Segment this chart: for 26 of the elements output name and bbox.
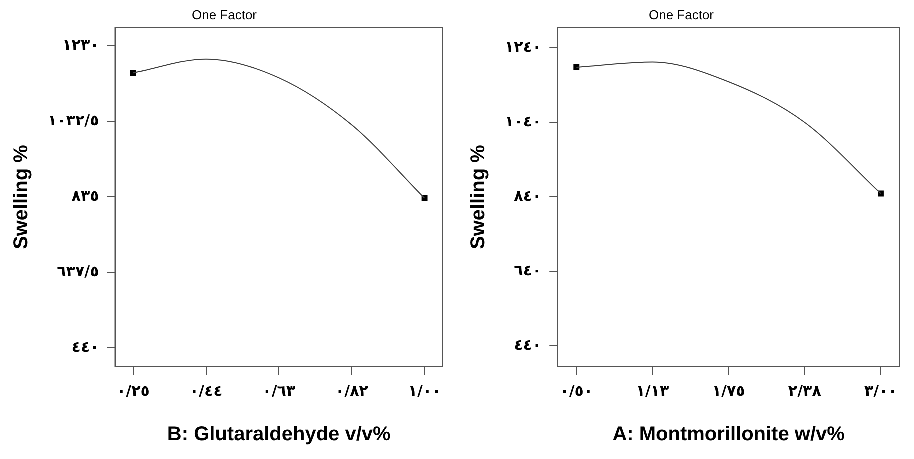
x-tick-label: ٠/٨٢ [335,382,368,400]
y-tick-label: ٦٣٧/٥ [57,262,100,280]
x-tick-label: ١/٧٥ [712,382,746,400]
y-tick-label: ٨٣٥ [72,186,100,205]
x-tick-label: ٠/٢٥ [116,382,150,400]
y-axis-title: Swelling % [468,144,490,250]
x-axis-title: A: Montmorillonite w/v% [612,424,846,446]
y-tick-label: ١٢٣٠ [62,36,100,54]
x-tick-label: ١/٠٠ [408,382,442,400]
y-tick-label: ١٠٣٢/٥ [48,111,100,130]
y-tick-label: ٤٤٠ [72,338,100,356]
x-tick-label: ٣/٠٠ [864,382,898,400]
x-axis-title: B: Glutaraldehyde v/v% [167,424,392,446]
chart-title: One Factor [192,7,258,22]
x-tick-label: ٠/٦٣ [262,382,296,400]
y-tick-label: ١٢٤٠ [504,38,542,56]
y-tick-label: ١٠٤٠ [504,112,542,130]
x-tick-label: ٢/٣٨ [788,382,822,400]
x-tick-label: ٠/٥٠ [560,382,594,400]
x-tick-label: ١/١٣ [636,382,670,400]
y-tick-label: ٦٤٠ [514,262,542,280]
x-tick-label: ٠/٤٤ [190,382,223,400]
y-tick-label: ٤٤٠ [514,336,542,354]
chart-title: One Factor [648,7,715,22]
y-tick-label: ٨٤٠ [514,187,542,206]
y-axis-title: Swelling % [10,144,33,250]
